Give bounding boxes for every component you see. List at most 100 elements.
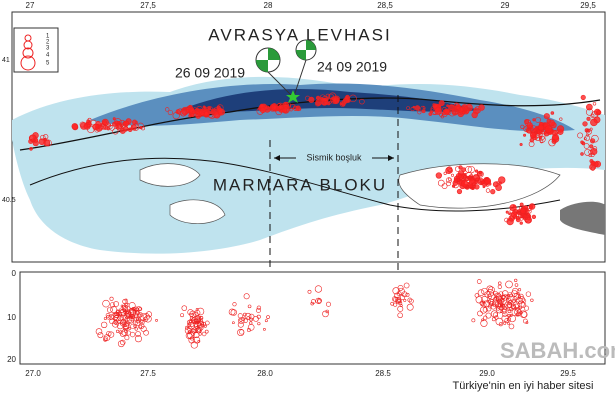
section-dot bbox=[392, 287, 400, 295]
section-dot bbox=[133, 309, 140, 317]
section-dot bbox=[517, 300, 525, 308]
section-dot bbox=[477, 289, 485, 296]
section-dot bbox=[390, 301, 395, 306]
section-dot bbox=[232, 321, 235, 325]
section-dot bbox=[116, 312, 120, 316]
section-dot bbox=[135, 318, 141, 324]
quake-dot bbox=[519, 202, 524, 207]
quake-dot bbox=[203, 111, 210, 117]
quake-dot bbox=[522, 213, 529, 220]
quake-dot bbox=[591, 134, 599, 143]
section-dot bbox=[525, 291, 532, 297]
quake-dot bbox=[31, 138, 36, 143]
section-dot bbox=[116, 309, 120, 313]
section-dot bbox=[237, 321, 244, 328]
section-dot bbox=[485, 312, 492, 319]
section-dot bbox=[201, 331, 207, 337]
section-dot bbox=[512, 296, 518, 302]
quake-dot bbox=[590, 166, 595, 171]
top-tick: 27,5 bbox=[140, 1, 156, 10]
section-dot bbox=[129, 331, 136, 338]
section-dot bbox=[514, 307, 520, 312]
section-dot bbox=[122, 322, 130, 330]
section-dot bbox=[192, 321, 199, 328]
quake-dot bbox=[589, 144, 594, 149]
section-dot bbox=[143, 316, 149, 322]
quake-dot bbox=[480, 180, 485, 185]
quake-dot bbox=[446, 177, 452, 184]
quake-dot bbox=[115, 122, 123, 130]
quake-dot bbox=[112, 128, 119, 135]
depth-tick: 0 bbox=[12, 269, 17, 278]
section-dot bbox=[118, 330, 123, 335]
section-dot bbox=[520, 302, 527, 308]
quake-dot bbox=[548, 138, 556, 147]
section-dot bbox=[200, 316, 204, 320]
quake-dot bbox=[344, 98, 349, 104]
section-dot bbox=[325, 301, 331, 307]
legend-label: 2 bbox=[46, 40, 50, 46]
section-dot bbox=[266, 315, 270, 319]
section-dot bbox=[122, 298, 128, 305]
section-dot bbox=[397, 312, 403, 319]
quake-dot bbox=[524, 216, 532, 224]
section-dot bbox=[406, 303, 414, 311]
section-dot bbox=[230, 309, 237, 316]
quake-dot bbox=[469, 174, 473, 179]
quake-dot bbox=[414, 105, 421, 111]
section-dot bbox=[521, 311, 528, 318]
quake-dot bbox=[461, 111, 466, 115]
quake-dot bbox=[410, 107, 415, 112]
section-dot bbox=[124, 305, 128, 309]
quake-dot bbox=[590, 160, 596, 166]
quake-dot bbox=[315, 101, 321, 107]
section-dot bbox=[481, 295, 488, 303]
quake-dot bbox=[40, 134, 46, 141]
quake-dot bbox=[517, 210, 521, 214]
section-dot bbox=[499, 299, 502, 303]
section-dot bbox=[194, 309, 201, 316]
quake-dot bbox=[520, 208, 526, 214]
quake-dot bbox=[538, 135, 543, 140]
section-dot bbox=[238, 317, 245, 324]
quake-dot bbox=[496, 180, 500, 184]
section-dot bbox=[516, 291, 520, 296]
section-dot bbox=[476, 279, 482, 284]
x-tick: 28.0 bbox=[257, 369, 273, 378]
section-dot bbox=[197, 324, 204, 331]
quake-dot bbox=[446, 181, 451, 187]
section-dot bbox=[501, 295, 506, 300]
section-dot bbox=[490, 310, 498, 318]
quake-dot bbox=[446, 166, 453, 172]
section-dot bbox=[502, 294, 509, 301]
section-dot bbox=[249, 317, 253, 322]
section-dot bbox=[517, 288, 522, 292]
section-dot bbox=[108, 314, 114, 320]
section-dot bbox=[103, 316, 107, 320]
quake-dot bbox=[504, 217, 509, 223]
quake-dot bbox=[455, 166, 461, 172]
section-dot bbox=[191, 329, 196, 334]
section-dot bbox=[130, 323, 136, 329]
quake-dot bbox=[583, 143, 590, 149]
section-dot bbox=[492, 299, 500, 307]
section-dot bbox=[124, 298, 128, 302]
section-dot bbox=[113, 319, 118, 325]
section-dot bbox=[514, 283, 519, 287]
quake-dot bbox=[434, 107, 442, 115]
section-dot bbox=[530, 298, 534, 302]
section-dot bbox=[396, 291, 402, 297]
section-dot bbox=[105, 312, 111, 318]
quake-dot bbox=[71, 123, 78, 130]
quake-dot bbox=[543, 113, 550, 120]
quake-dot bbox=[526, 122, 533, 129]
section-dot bbox=[121, 304, 125, 308]
section-dot bbox=[145, 311, 152, 318]
quake-dot bbox=[123, 120, 130, 127]
section-dot bbox=[501, 290, 509, 297]
quake-dot bbox=[478, 104, 485, 111]
section-dot bbox=[137, 313, 142, 318]
section-dot bbox=[135, 331, 141, 337]
section-dot bbox=[504, 318, 510, 323]
legend-label: 1 bbox=[46, 34, 50, 40]
